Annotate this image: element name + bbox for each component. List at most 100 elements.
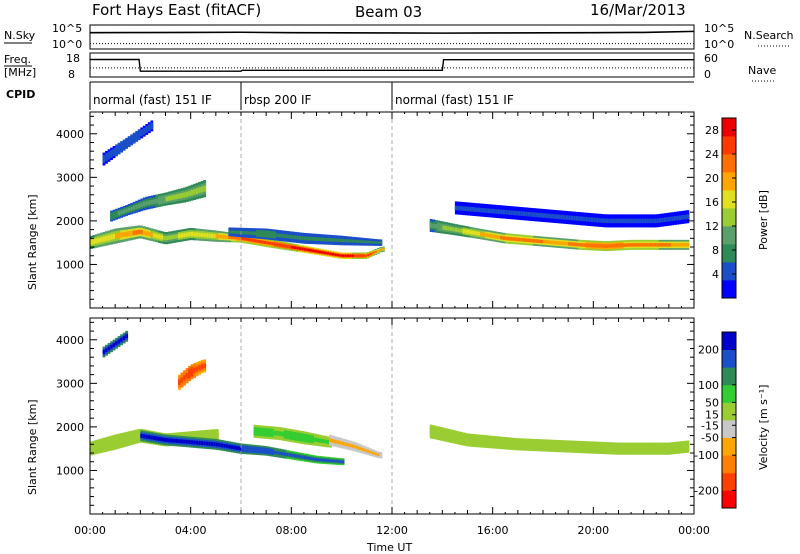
heatmap-cell <box>628 243 632 247</box>
heatmap-cell <box>147 231 151 237</box>
heatmap-cell <box>369 450 373 454</box>
colorbar-swatch <box>722 472 736 491</box>
heatmap-cell <box>135 230 139 235</box>
heatmap-cell <box>505 236 509 241</box>
heatmap-cell <box>575 216 579 221</box>
heatmap-cell <box>454 205 458 211</box>
cpid-segment-label: rbsp 200 IF <box>244 93 311 107</box>
heatmap-cell <box>626 218 629 224</box>
heatmap-cell <box>241 230 244 235</box>
heatmap-cell <box>374 452 378 456</box>
heatmap-cell <box>444 432 448 438</box>
heatmap-cell <box>376 453 380 456</box>
heatmap-cell <box>668 216 672 222</box>
heatmap-cell <box>583 216 587 222</box>
heatmap-cell <box>198 232 202 237</box>
heatmap-cell <box>364 240 368 244</box>
heatmap-cell <box>341 441 345 446</box>
heatmap-cell <box>112 213 116 218</box>
heatmap-cell <box>185 373 189 379</box>
heatmap-cell <box>520 442 524 447</box>
heatmap-cell <box>130 435 134 441</box>
heatmap-cell <box>321 237 325 242</box>
heatmap-cell <box>339 441 342 445</box>
heatmap-cell <box>470 230 473 235</box>
heatmap-cell <box>117 438 121 444</box>
heatmap-cell <box>313 237 317 241</box>
heatmap-cell <box>142 129 146 134</box>
heatmap-cell <box>565 215 569 220</box>
heatmap-cell <box>595 243 599 248</box>
heatmap-cell <box>638 446 642 451</box>
heatmap-cell <box>434 430 438 436</box>
heatmap-cell <box>555 443 559 449</box>
heatmap-cell <box>336 440 340 445</box>
colorbar-swatch <box>722 384 736 403</box>
heatmap-cell <box>268 430 272 435</box>
heatmap-cell <box>142 434 146 439</box>
heatmap-cell <box>127 435 131 442</box>
heatmap-cell <box>334 439 337 444</box>
heatmap-cell <box>530 212 534 217</box>
heatmap-cell <box>193 367 196 374</box>
heatmap-cell <box>137 433 141 439</box>
heatmap-cell <box>296 434 300 439</box>
heatmap-cell <box>658 218 662 223</box>
colorbar-swatch <box>722 437 736 456</box>
heatmap-cell <box>603 244 607 248</box>
heatmap-cell <box>553 443 556 449</box>
heatmap-cell <box>271 242 275 246</box>
y-tick-label: 3000 <box>56 171 84 184</box>
heatmap-cell <box>200 441 204 446</box>
heatmap-cell <box>593 445 597 450</box>
heatmap-cell <box>195 366 199 372</box>
heatmap-cell <box>648 218 652 224</box>
heatmap-cell <box>656 243 660 247</box>
heatmap-cell <box>293 433 297 439</box>
heatmap-cell <box>633 243 637 247</box>
colorbar-tick-label: 28 <box>705 124 719 137</box>
heatmap-cell <box>308 457 312 460</box>
heatmap-cell <box>298 235 302 240</box>
time-tick-label: 16:00 <box>477 524 509 537</box>
heatmap-cell <box>331 253 335 256</box>
heatmap-cell <box>485 233 488 237</box>
heatmap-cell <box>517 211 521 216</box>
heatmap-cell <box>618 243 622 248</box>
heatmap-cell <box>283 234 287 239</box>
heatmap-cell <box>608 446 612 451</box>
heatmap-cell <box>447 433 451 438</box>
colorbar-swatch <box>722 402 736 421</box>
heatmap-cell <box>366 240 370 244</box>
heatmap-cell <box>600 445 604 451</box>
freq-tick-right-top: 60 <box>704 52 718 65</box>
heatmap-cell <box>600 244 604 248</box>
heatmap-cell <box>628 218 632 224</box>
heatmap-cell <box>215 234 219 239</box>
heatmap-cell <box>266 232 269 237</box>
heatmap-cell <box>296 246 300 250</box>
noise-tick-right-top: 10^5 <box>704 22 734 35</box>
heatmap-cell <box>336 238 340 242</box>
heatmap-cell <box>374 250 378 253</box>
heatmap-cell <box>190 189 194 196</box>
colorbar-swatch <box>722 172 736 191</box>
heatmap-cell <box>339 460 342 463</box>
heatmap-cell <box>276 451 280 455</box>
heatmap-cell <box>646 218 649 224</box>
heatmap-cell <box>155 233 159 239</box>
heatmap-cell <box>656 446 660 451</box>
heatmap-cell <box>621 218 624 224</box>
heatmap-cell <box>653 446 657 451</box>
heatmap-cell <box>663 243 667 247</box>
heatmap-cell <box>537 212 541 218</box>
colorbar-tick-label: 8 <box>712 244 719 257</box>
noise-series-group <box>89 30 695 45</box>
heatmap-cell <box>570 444 574 449</box>
heatmap-cell <box>105 441 108 448</box>
heatmap-cell <box>185 439 189 444</box>
heatmap-cell <box>190 369 194 375</box>
heatmap-cell <box>623 446 627 451</box>
heatmap-cell <box>152 199 156 204</box>
